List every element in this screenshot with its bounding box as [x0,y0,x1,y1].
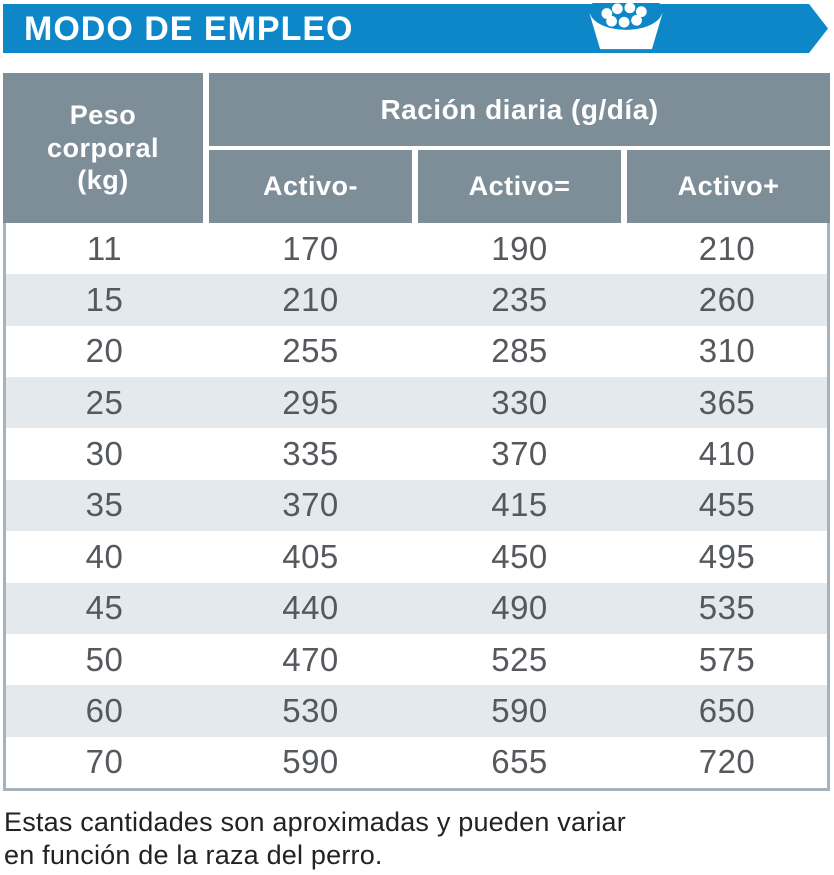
row-value: 370 [282,486,339,524]
section-header-banner: MODO DE EMPLEO [3,4,828,53]
table-row: 45 440 490 535 [6,582,827,634]
row-kg: 50 [85,640,124,678]
table-row: 70 590 655 720 [6,736,827,788]
row-value: 490 [491,589,548,627]
row-value: 575 [698,640,756,678]
header-activo-plus: Activo+ [627,150,830,223]
row-value: 525 [491,640,548,678]
row-value: 720 [698,743,756,781]
table-row: 25 295 330 365 [6,377,827,429]
header-racion-diaria: Ración diaria (g/día) [209,73,830,146]
header-activo-equal: Activo= [418,150,621,223]
row-value: 405 [282,537,339,575]
row-kg: 35 [85,486,124,524]
row-value: 535 [698,589,756,627]
dog-bowl-icon [589,3,663,50]
footnote: Estas cantidades son aproximadas y puede… [4,806,626,872]
table-row: 15 210 235 260 [6,274,827,326]
header-peso-line3: (kg) [77,165,129,196]
feeding-table: Peso corporal (kg) Ración diaria (g/día)… [3,73,830,791]
row-value: 440 [282,589,339,627]
row-kg: 40 [85,537,124,575]
row-kg: 45 [85,589,124,627]
row-kg: 70 [85,743,124,781]
row-value: 210 [698,229,756,267]
footnote-line2: en función de la raza del perro. [4,840,383,870]
row-value: 285 [491,332,548,370]
row-value: 235 [491,281,548,319]
row-value: 410 [698,435,756,473]
row-kg: 60 [85,691,124,729]
table-row: 11 170 190 210 [6,223,827,275]
table-body: 11 170 190 210 15 210 235 260 20 255 285… [3,223,830,791]
row-value: 260 [698,281,756,319]
row-value: 310 [698,332,756,370]
row-value: 255 [282,332,339,370]
table-row: 40 405 450 495 [6,531,827,583]
row-value: 170 [282,229,339,267]
table-row: 20 255 285 310 [6,325,827,378]
row-value: 530 [282,691,339,729]
row-value: 330 [491,383,548,421]
table-header: Peso corporal (kg) Ración diaria (g/día)… [3,73,830,223]
row-value: 210 [282,281,339,319]
row-value: 590 [491,691,548,729]
row-value: 650 [698,691,756,729]
row-value: 415 [491,486,548,524]
table-row: 35 370 415 455 [6,479,827,532]
row-kg: 20 [85,332,124,370]
header-peso-corporal: Peso corporal (kg) [3,73,203,223]
table-row: 30 335 370 410 [6,428,827,480]
row-value: 295 [282,383,339,421]
row-value: 455 [698,486,756,524]
row-value: 655 [491,743,548,781]
header-activo-minus: Activo- [209,150,412,223]
row-kg: 25 [85,383,124,421]
row-value: 470 [282,640,339,678]
section-title: MODO DE EMPLEO [24,9,354,48]
header-peso-line1: Peso [69,99,137,130]
row-value: 370 [491,435,548,473]
row-kg: 30 [85,435,124,473]
row-kg: 15 [85,281,124,319]
table-row: 50 470 525 575 [6,633,827,686]
row-kg: 11 [86,229,123,267]
row-value: 495 [698,537,756,575]
row-value: 365 [698,383,756,421]
row-value: 335 [282,435,339,473]
row-value: 450 [491,537,548,575]
row-value: 190 [491,229,548,267]
footnote-line1: Estas cantidades son aproximadas y puede… [4,807,626,837]
row-value: 590 [282,743,339,781]
header-peso-line2: corporal [46,132,160,163]
table-row: 60 530 590 650 [6,685,827,737]
